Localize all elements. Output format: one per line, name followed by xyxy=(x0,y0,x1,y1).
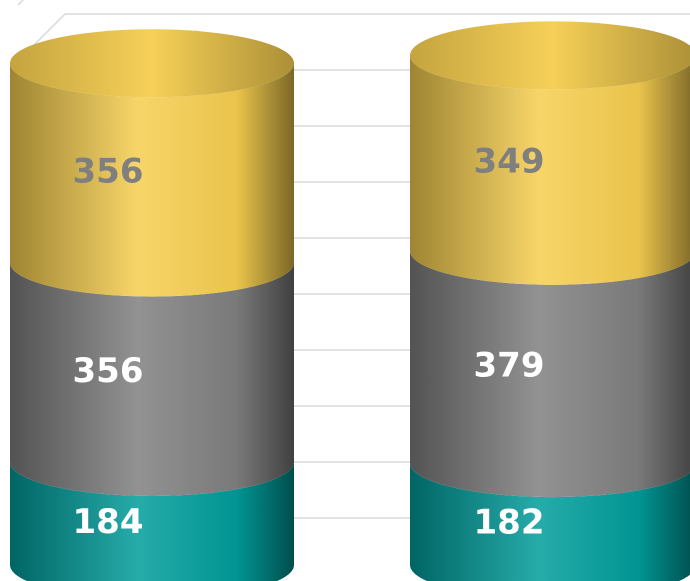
data-label: 379 xyxy=(474,345,545,385)
cylinder-top xyxy=(410,21,690,90)
data-label: 356 xyxy=(73,151,144,191)
data-label: 349 xyxy=(474,142,545,182)
data-label: 356 xyxy=(73,351,144,391)
grid-line xyxy=(17,0,25,6)
cylinder-segment xyxy=(10,262,294,496)
cylinder-top xyxy=(10,29,294,98)
data-label: 184 xyxy=(73,502,144,542)
cylinder-segment xyxy=(410,250,690,498)
data-label: 182 xyxy=(474,503,545,543)
cylinder-segment xyxy=(410,463,690,581)
cylinder-segment xyxy=(10,461,294,581)
cylinder-segment xyxy=(10,63,294,297)
cylinder-segment xyxy=(410,55,690,285)
